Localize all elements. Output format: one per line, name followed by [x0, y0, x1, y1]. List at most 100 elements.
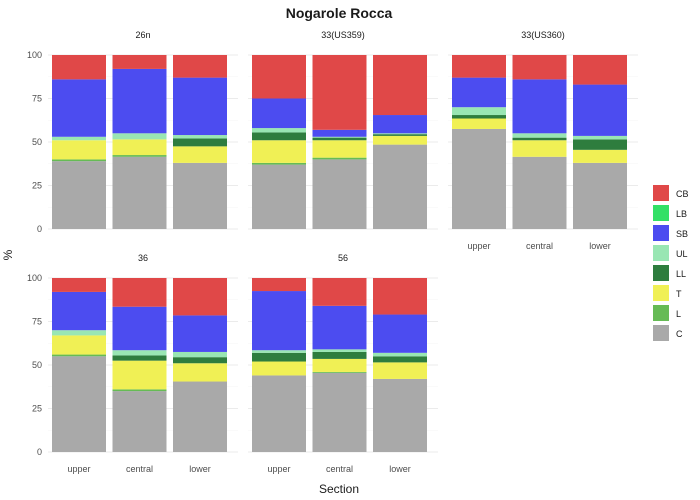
chart-title: Nogarole Rocca [286, 5, 393, 21]
bar-segment-UL [173, 351, 227, 358]
bar-segment-UL [52, 330, 106, 336]
panel-33(US359): 33(US359) [248, 30, 438, 230]
bar-segment-SB [112, 68, 167, 134]
bar-segment-SB [252, 98, 306, 129]
bar-segment-LL [312, 137, 367, 141]
x-tick-label: upper [267, 464, 290, 474]
bar-segment-UL [252, 128, 306, 133]
bar-segment-CB [173, 55, 227, 78]
legend-swatch-C [653, 325, 669, 341]
bar-segment-CB [312, 55, 367, 130]
bar-segment-LL [112, 355, 167, 361]
bar-segment-CB [173, 278, 227, 316]
bar-segment-L [312, 371, 367, 373]
bar-segment-SB [112, 306, 167, 351]
legend-label-L: L [676, 309, 681, 319]
bar-segment-CB [52, 278, 106, 292]
bar-segment-L [312, 157, 367, 160]
legend-swatch-LL [653, 265, 669, 281]
bar-segment-T [112, 360, 167, 390]
bar-segment-LL [252, 132, 306, 141]
bar-segment-L [252, 162, 306, 165]
panel-26n: 26n 0 25 50 75 100 [27, 30, 238, 234]
bar-segment-T [312, 140, 367, 158]
bar-segment-T [373, 362, 427, 379]
bar-segment-C [112, 156, 167, 229]
legend-swatch-LB [653, 205, 669, 221]
bar-segment-SB [52, 79, 106, 137]
legend-swatch-T [653, 285, 669, 301]
bar-segment-T [252, 361, 306, 376]
bar-segment-SB [252, 291, 306, 351]
bar-segment-SB [312, 129, 367, 137]
legend-swatch-UL [653, 245, 669, 261]
y-tick-label: 25 [32, 404, 42, 414]
bar-segment-UL [112, 350, 167, 356]
bar-segment-C [112, 391, 167, 452]
bar-segment-LL [173, 357, 227, 364]
bar-segment-L [52, 354, 106, 357]
y-tick-label: 0 [37, 224, 42, 234]
panel-title: 56 [338, 253, 348, 263]
x-tick-label: central [526, 241, 553, 251]
legend-swatch-CB [653, 185, 669, 201]
bar-segment-C [173, 162, 227, 229]
bar-segment-UL [52, 136, 106, 141]
bar-segment-T [252, 140, 306, 163]
bar-segment-T [52, 335, 106, 355]
bar-segment-SB [512, 79, 567, 134]
bar-segment-UL [312, 136, 367, 138]
bar-segment-CB [373, 278, 427, 315]
bar-segment-CB [252, 55, 306, 99]
bar-segment-T [52, 140, 106, 160]
bar-segment-SB [52, 291, 106, 331]
bar-segment-T [173, 146, 227, 163]
bar-segment-T [573, 149, 627, 163]
bar-segment-SB [173, 77, 227, 136]
bar-segment-UL [512, 133, 567, 138]
legend-label-C: C [676, 329, 683, 339]
bar-segment-L [112, 389, 167, 392]
legend: CB LB SB UL LL TLC [653, 185, 689, 341]
bar-segment-LL [512, 137, 567, 141]
facet-panels: 26n 0 25 50 75 100 33(US359) 33(US360) upper cent… [27, 30, 638, 474]
bar-segment-UL [573, 135, 627, 140]
bar-segment-UL [452, 107, 506, 116]
bar-segment-L [112, 155, 167, 157]
bar-segment-CB [312, 278, 367, 306]
y-tick-label: 0 [37, 447, 42, 457]
y-tick-label: 75 [32, 94, 42, 104]
panel-title: 36 [138, 253, 148, 263]
x-tick-label: lower [189, 464, 211, 474]
y-tick-label: 75 [32, 317, 42, 327]
bar-segment-C [52, 161, 106, 229]
x-tick-label: upper [67, 464, 90, 474]
bar-segment-LL [373, 356, 427, 363]
x-tick-label: central [326, 464, 353, 474]
bar-segment-C [312, 372, 367, 452]
bar-segment-CB [252, 278, 306, 292]
bar-segment-C [312, 159, 367, 229]
x-tick-label: upper [467, 241, 490, 251]
legend-label-CB: CB [676, 189, 689, 199]
bar-segment-LL [312, 351, 367, 359]
legend-label-UL: UL [676, 249, 688, 259]
bar-segment-UL [112, 133, 167, 140]
bar-segment-C [373, 144, 427, 229]
bar-segment-CB [112, 278, 167, 307]
bar-segment-C [512, 156, 567, 229]
y-tick-label: 50 [32, 360, 42, 370]
bar-segment-CB [112, 55, 167, 69]
bar-segment-SB [312, 305, 367, 350]
y-tick-label: 100 [27, 50, 42, 60]
bar-segment-SB [573, 84, 627, 136]
bar-segment-T [112, 139, 167, 156]
legend-label-LB: LB [676, 209, 687, 219]
bar-segment-SB [373, 314, 427, 353]
bar-segment-T [512, 140, 567, 157]
panel-56: 56 upper central lower [248, 253, 438, 474]
bar-segment-SB [173, 315, 227, 352]
panel-33(US360): 33(US360) upper central lower [448, 30, 638, 251]
x-tick-label: lower [589, 241, 611, 251]
